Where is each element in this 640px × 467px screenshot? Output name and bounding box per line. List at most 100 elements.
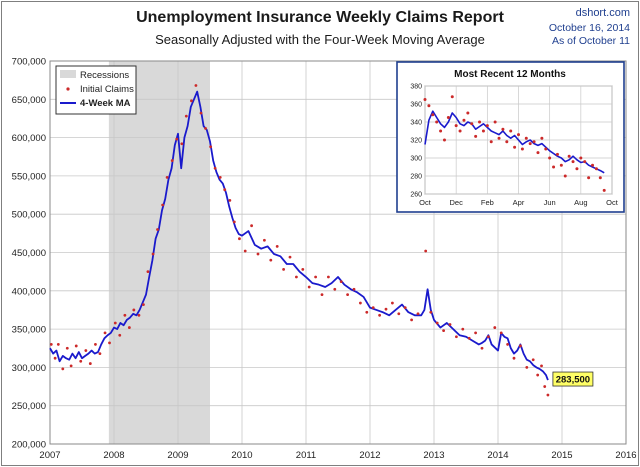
- inset-x-tick-label: Feb: [481, 198, 494, 207]
- inset-claims-point: [536, 151, 540, 155]
- claims-point: [69, 364, 73, 368]
- claims-point: [480, 346, 484, 350]
- inset-claims-point: [462, 118, 466, 122]
- claims-point: [228, 199, 232, 202]
- inset-claims-point: [571, 160, 575, 164]
- claims-point: [243, 249, 247, 253]
- claims-point: [74, 344, 78, 348]
- claims-point: [190, 99, 193, 103]
- inset-claims-point: [540, 136, 544, 140]
- claims-point: [474, 331, 477, 335]
- inset-claims-point: [446, 116, 450, 119]
- y-tick-label: 200,000: [12, 440, 46, 451]
- inset-claims-point: [442, 138, 446, 142]
- claims-point: [540, 364, 543, 368]
- claims-point: [288, 255, 292, 259]
- latest-value-callout: [552, 371, 594, 387]
- inset-y-tick-label: 320: [410, 138, 422, 145]
- claims-point: [455, 335, 458, 339]
- inset-claims-point: [485, 124, 489, 128]
- inset-claims-point: [439, 129, 443, 133]
- claims-point: [56, 343, 60, 346]
- inset-claims-point: [579, 156, 583, 160]
- inset-claims-point: [501, 127, 505, 131]
- claims-point: [461, 327, 465, 331]
- claims-point: [282, 267, 285, 271]
- y-tick-label: 500,000: [12, 210, 46, 221]
- claims-point: [519, 344, 522, 348]
- claims-point: [84, 349, 88, 352]
- inset-y-tick-label: 300: [410, 156, 422, 163]
- claims-point: [213, 166, 217, 170]
- inset-claims-point: [450, 95, 454, 99]
- inset-y-tick-label: 360: [410, 102, 422, 109]
- legend-ma-label: 4-Week MA: [80, 98, 131, 109]
- claims-point: [170, 159, 174, 162]
- legend-claims-swatch: [66, 87, 70, 91]
- claims-point: [359, 301, 362, 305]
- claims-point: [108, 341, 111, 345]
- claims-point: [275, 244, 279, 248]
- claims-point: [232, 220, 236, 224]
- inset-claims-point: [567, 154, 571, 158]
- claims-point: [327, 275, 330, 279]
- inset-claims-point: [489, 140, 493, 144]
- claims-point: [531, 358, 535, 362]
- inset-claims-point: [481, 129, 485, 133]
- claims-point: [199, 111, 203, 115]
- claims-point: [346, 293, 349, 297]
- x-tick-label: 2016: [615, 450, 636, 461]
- inset-claims-point: [602, 188, 606, 192]
- inset-x-tick-label: Oct: [419, 198, 432, 207]
- inset-claims-point: [594, 167, 598, 171]
- inset-claims-point: [583, 160, 587, 164]
- chart-subtitle: Seasonally Adjusted with the Four-Week M…: [155, 32, 485, 47]
- inset-claims-point: [544, 147, 548, 151]
- claims-point: [339, 280, 343, 284]
- inset-claims-point: [454, 124, 458, 128]
- claims-point: [184, 114, 188, 118]
- claims-point: [194, 84, 198, 87]
- inset-claims-point: [478, 120, 482, 124]
- claims-point: [543, 385, 547, 388]
- legend-recessions-label: Recessions: [80, 70, 129, 81]
- claims-point: [123, 313, 127, 317]
- inset-x-tick-label: Aug: [574, 198, 587, 207]
- claims-point: [161, 203, 165, 207]
- claims-point: [314, 275, 317, 279]
- claims-point: [378, 313, 381, 317]
- claims-point: [61, 367, 65, 371]
- claims-point: [352, 287, 356, 291]
- x-tick-label: 2010: [231, 450, 252, 461]
- y-tick-label: 250,000: [12, 401, 46, 412]
- claims-point: [536, 373, 540, 377]
- claims-point: [209, 145, 213, 149]
- x-tick-label: 2015: [551, 450, 572, 461]
- claims-point: [467, 336, 471, 340]
- claims-point: [371, 306, 375, 310]
- claims-point: [137, 313, 141, 317]
- inset-claims-point: [575, 167, 579, 171]
- claims-point: [118, 333, 122, 337]
- y-tick-label: 300,000: [12, 363, 46, 374]
- x-tick-label: 2007: [39, 450, 60, 461]
- inset-claims-point: [427, 104, 431, 108]
- claims-point: [365, 310, 369, 314]
- inset-claims-point: [470, 122, 474, 126]
- inset-claims-point: [505, 140, 509, 144]
- claims-point: [546, 393, 550, 397]
- claims-point: [218, 176, 222, 179]
- claims-point: [113, 321, 117, 325]
- claims-point: [410, 318, 413, 322]
- inset-claims-point: [493, 120, 497, 124]
- claims-point: [435, 321, 439, 325]
- claims-point: [525, 366, 529, 369]
- claims-point: [238, 237, 241, 241]
- inset-ma-line: [424, 110, 605, 174]
- claims-point: [442, 329, 445, 333]
- claims-point: [49, 343, 53, 346]
- claims-point: [506, 343, 509, 346]
- claims-point: [487, 335, 490, 339]
- legend: Recessions Initial Claims 4-Week MA: [55, 65, 137, 115]
- claims-point: [295, 275, 298, 279]
